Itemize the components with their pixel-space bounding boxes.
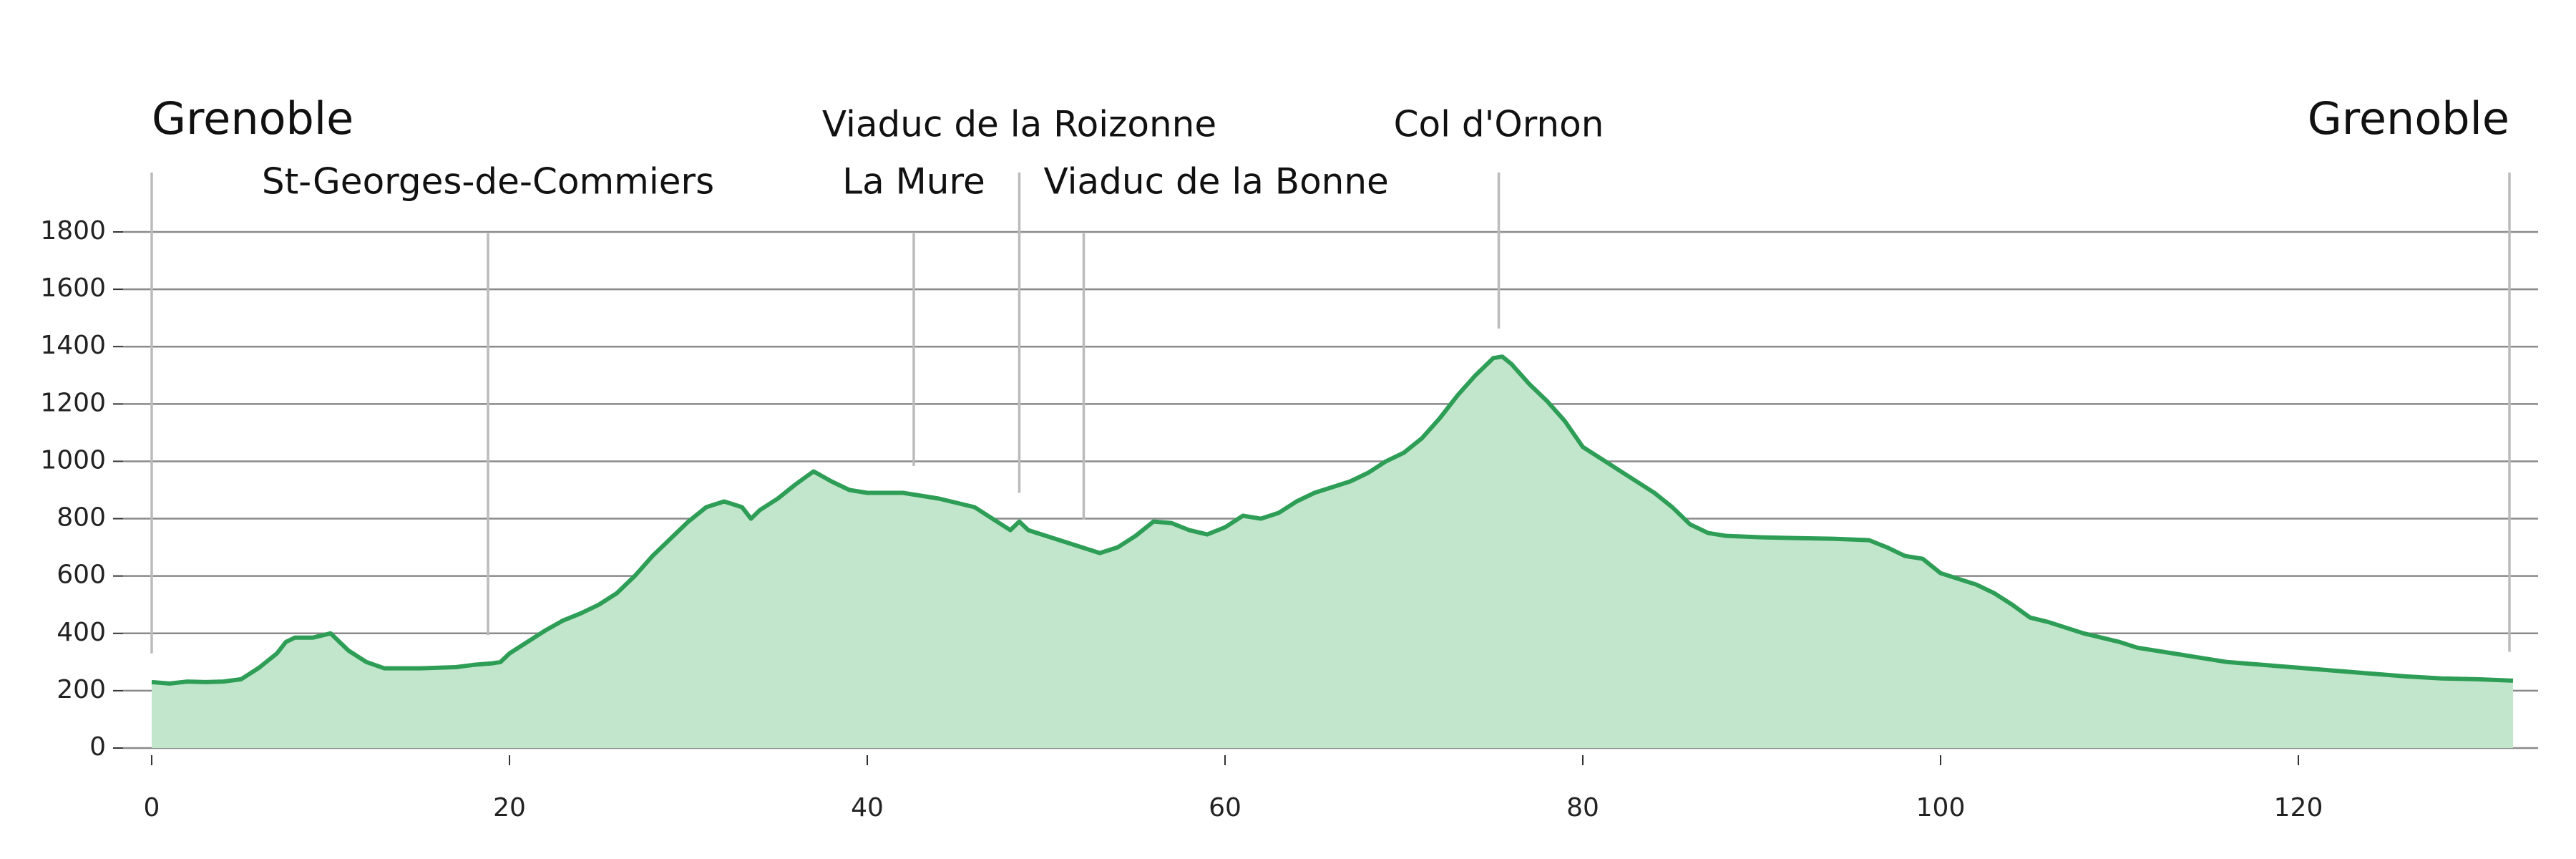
y-tick-label: 1800	[40, 216, 106, 246]
y-tick-label: 400	[57, 618, 106, 647]
y-tick-label: 800	[57, 503, 106, 533]
y-tick-label: 1000	[40, 445, 106, 475]
x-tick-label: 100	[1916, 793, 1966, 822]
x-tick-label: 40	[851, 793, 884, 822]
annotation-label: St-Georges-de-Commiers	[262, 161, 714, 203]
elevation-area	[152, 356, 2513, 748]
y-tick-label: 1200	[40, 388, 106, 417]
y-tick-label: 1400	[40, 331, 106, 360]
x-tick-label: 80	[1566, 793, 1599, 822]
y-tick-label: 1600	[40, 273, 106, 303]
annotation-label: Viaduc de la Roizonne	[822, 104, 1216, 145]
annotation-label: Viaduc de la Bonne	[1044, 161, 1389, 203]
annotation-label: Grenoble	[152, 92, 353, 145]
x-tick-label: 20	[493, 793, 526, 822]
elevation-line	[151, 354, 2514, 686]
x-tick-label: 120	[2274, 793, 2323, 822]
annotation-label: La Mure	[842, 161, 985, 203]
y-tick-label: 600	[57, 560, 106, 590]
x-tick-label: 0	[144, 793, 160, 822]
x-tick-label: 60	[1209, 793, 1241, 822]
y-tick-label: 0	[89, 732, 106, 762]
annotation-label: Grenoble	[2308, 92, 2509, 145]
y-tick-label: 200	[57, 675, 106, 704]
annotation-label: Col d'Ornon	[1394, 104, 1604, 145]
